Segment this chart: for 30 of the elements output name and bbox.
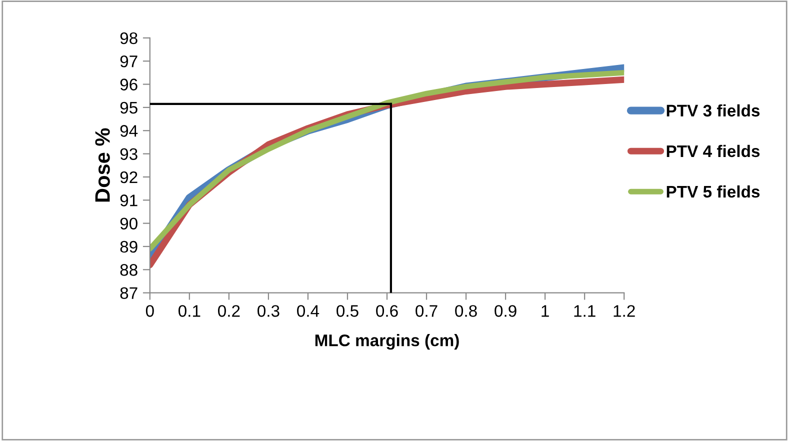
x-tick-label: 0 xyxy=(146,305,154,317)
y-tick-label: 91 xyxy=(120,194,138,206)
y-tick-label: 88 xyxy=(120,264,138,276)
y-tick-label: 94 xyxy=(120,125,138,137)
x-tick-label: 0.2 xyxy=(218,305,240,317)
x-tick-label: 0.8 xyxy=(455,305,477,317)
x-tick-label: 0.3 xyxy=(258,305,280,317)
legend-label: PTV 5 fields xyxy=(666,185,760,198)
y-tick-label: 92 xyxy=(120,171,138,184)
x-tick-label: 0.5 xyxy=(336,305,358,317)
y-tick-label: 89 xyxy=(120,240,138,253)
y-axis-title: Dose % xyxy=(95,128,110,202)
x-tick-label: 1.2 xyxy=(614,305,635,317)
x-tick-label: 0.6 xyxy=(376,305,398,317)
y-tick-label: 95 xyxy=(120,102,138,114)
y-tick-label: 97 xyxy=(120,56,138,68)
y-tick-label: 98 xyxy=(120,32,138,44)
y-tick-label: 87 xyxy=(120,287,138,300)
x-tick-label: 1.1 xyxy=(574,305,596,317)
x-tick-label: 0.7 xyxy=(416,305,438,317)
y-tick-label: 90 xyxy=(120,218,138,230)
y-tick-label: 93 xyxy=(120,148,138,160)
legend-label: PTV 3 fields xyxy=(666,104,760,117)
x-tick-label: 0.1 xyxy=(178,305,200,317)
legend-label: PTV 4 fields xyxy=(666,144,760,158)
x-tick-label: 1 xyxy=(542,305,549,317)
x-axis-title: MLC margins (cm) xyxy=(315,334,459,350)
y-tick-label: 96 xyxy=(120,78,138,90)
x-tick-label: 0.4 xyxy=(297,305,320,317)
x-tick-label: 0.9 xyxy=(494,305,516,317)
